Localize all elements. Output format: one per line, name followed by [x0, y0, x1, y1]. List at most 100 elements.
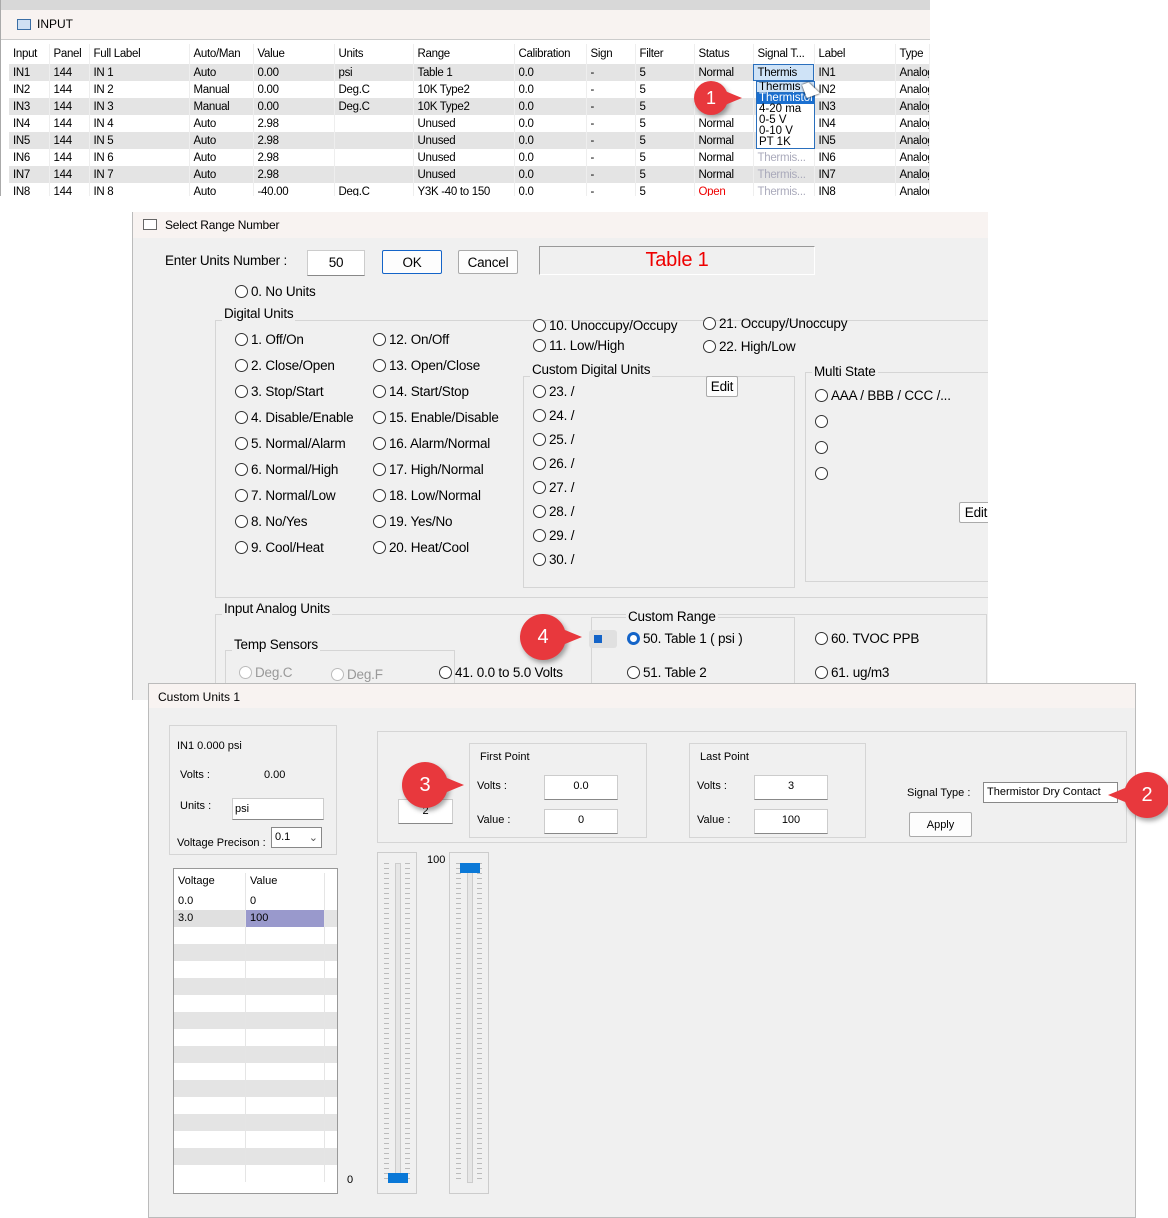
radio-option[interactable]: 12. On/Off	[373, 332, 499, 347]
table-cell[interactable]	[246, 978, 325, 995]
radio-option[interactable]: 14. Start/Stop	[373, 384, 499, 399]
column-header[interactable]: Type	[895, 44, 930, 64]
table-cell[interactable]: 0.00	[253, 64, 335, 81]
table-row[interactable]	[174, 961, 337, 978]
table-cell[interactable]: 0.0	[514, 81, 587, 98]
radio-0-5-volts[interactable]: 41. 0.0 to 5.0 Volts	[439, 665, 563, 680]
table-cell[interactable]: Auto	[189, 183, 254, 196]
column-header[interactable]: Auto/Man	[189, 44, 254, 64]
table-cell[interactable]: Deg.C	[334, 183, 414, 196]
radio-option[interactable]: 24. /	[533, 408, 574, 423]
table-cell[interactable]: 144	[49, 132, 90, 149]
radio-option[interactable]: 17. High/Normal	[373, 462, 499, 477]
table-cell[interactable]	[174, 1148, 246, 1165]
table-cell[interactable]	[334, 132, 414, 149]
table-cell[interactable]	[174, 1080, 246, 1097]
radio-option[interactable]: 10. Unoccupy/Occupy	[533, 318, 677, 333]
table-cell[interactable]: Unused	[413, 132, 515, 149]
radio-deg-c[interactable]: Deg.C	[239, 665, 292, 680]
table-cell[interactable]	[174, 927, 246, 944]
signal-type-combo-cell[interactable]: Thermis	[753, 64, 815, 81]
table-cell[interactable]: 0.0	[514, 64, 587, 81]
table-cell[interactable]: 5	[635, 64, 695, 81]
table-cell[interactable]	[174, 978, 246, 995]
table-cell[interactable]: IN1	[9, 64, 50, 81]
table-cell[interactable]: IN3	[814, 98, 896, 115]
table-cell[interactable]	[246, 944, 325, 961]
table-cell[interactable]	[246, 1029, 325, 1046]
radio-table-1[interactable]: 50. Table 1 ( psi )	[627, 631, 743, 646]
option-0-5v[interactable]: 0-5 V	[759, 114, 787, 126]
table-cell[interactable]: 5	[635, 132, 695, 149]
table-cell[interactable]: Unused	[413, 149, 515, 166]
table-cell[interactable]: 2.98	[253, 132, 335, 149]
table-cell[interactable]: Y3K -40 to 150	[413, 183, 515, 196]
table-cell[interactable]: IN7	[9, 166, 50, 183]
radio-option[interactable]: 23. /	[533, 384, 574, 399]
table-cell[interactable]: IN5	[814, 132, 896, 149]
column-header[interactable]: Units	[334, 44, 414, 64]
table-cell[interactable]: IN6	[9, 149, 50, 166]
radio-option[interactable]: 29. /	[533, 528, 574, 543]
table-row[interactable]	[174, 1063, 337, 1080]
table-cell[interactable]: 10K Type2	[413, 98, 515, 115]
table-cell[interactable]: Analog	[895, 183, 930, 196]
table-row[interactable]: IN2 144 IN 2 Manual 0.00 Deg.C 10K Type2 0.0-5 I…	[9, 81, 930, 98]
slider-left-thumb[interactable]	[388, 1173, 408, 1183]
table-cell[interactable]	[174, 1165, 246, 1182]
radio-option[interactable]: 27. /	[533, 480, 574, 495]
table-cell[interactable]: 5	[635, 81, 695, 98]
table-row[interactable]: IN1 144 IN 1 Auto 0.00 psi Table 1 0.0-5 Normal T…	[9, 64, 930, 81]
table-cell[interactable]	[174, 1012, 246, 1029]
table-cell[interactable]: 0.0	[514, 98, 587, 115]
table-cell[interactable]: -	[586, 166, 636, 183]
table-row[interactable]: IN6 144 IN 6 Auto 2.98 Unused 0.0-5 Normal Therm…	[9, 149, 930, 166]
table-cell[interactable]: -	[586, 98, 636, 115]
table-cell[interactable]: 144	[49, 183, 90, 196]
table-cell[interactable]	[246, 1148, 325, 1165]
table-cell[interactable]: 2.98	[253, 149, 335, 166]
table-cell[interactable]: Manual	[189, 98, 254, 115]
table-row[interactable]	[174, 978, 337, 995]
table-cell[interactable]: 0.0	[514, 166, 587, 183]
table-row[interactable]	[174, 995, 337, 1012]
column-header[interactable]: Status	[694, 44, 754, 64]
radio-deg-f[interactable]: Deg.F	[331, 667, 383, 682]
table-cell[interactable]: IN 5	[89, 132, 190, 149]
table-cell[interactable]	[246, 1097, 325, 1114]
first-volts-input[interactable]: 0.0	[544, 775, 618, 800]
table-row[interactable]	[174, 1080, 337, 1097]
table-cell[interactable]: Thermis...	[753, 149, 815, 166]
table-row[interactable]: 0.0 0	[174, 893, 337, 910]
table-cell[interactable]: Open	[694, 183, 754, 196]
table-cell[interactable]: IN1	[814, 64, 896, 81]
radio-option[interactable]: 30. /	[533, 552, 574, 567]
table-cell[interactable]: Manual	[189, 81, 254, 98]
table-cell[interactable]: Auto	[189, 149, 254, 166]
table-cell[interactable]: IN4	[814, 115, 896, 132]
table-cell[interactable]: IN 4	[89, 115, 190, 132]
table-cell[interactable]: IN 3	[89, 98, 190, 115]
option-0-10v[interactable]: 0-10 V	[759, 125, 793, 137]
table-cell[interactable]	[246, 927, 325, 944]
table-cell[interactable]: Normal	[694, 132, 754, 149]
radio-option[interactable]: 2. Close/Open	[235, 358, 353, 373]
radio-option[interactable]: 3. Stop/Start	[235, 384, 353, 399]
radio-option[interactable]: 4. Disable/Enable	[235, 410, 354, 425]
table-row[interactable]	[174, 1148, 337, 1165]
table-cell[interactable]: 2.98	[253, 166, 335, 183]
ok-button[interactable]: OK	[382, 250, 442, 274]
column-header[interactable]: Value	[253, 44, 335, 64]
table-cell[interactable]: 2.98	[253, 115, 335, 132]
signal-type-dropdown[interactable]: Thermis Thermistor 4-20 ma 0-5 V 0-10 V …	[756, 81, 815, 149]
table-cell[interactable]: 5	[635, 149, 695, 166]
column-header[interactable]: Calibration	[514, 44, 587, 64]
column-header[interactable]: Filter	[635, 44, 695, 64]
table-cell[interactable]	[174, 995, 246, 1012]
table-cell[interactable]: Analog	[895, 64, 930, 81]
signal-type-select[interactable]: Thermistor Dry Contact	[983, 782, 1118, 803]
column-header[interactable]: Panel	[49, 44, 90, 64]
table-cell[interactable]	[174, 1097, 246, 1114]
table-cell[interactable]: 0.00	[253, 98, 335, 115]
table-cell[interactable]: 0.0	[174, 893, 246, 910]
